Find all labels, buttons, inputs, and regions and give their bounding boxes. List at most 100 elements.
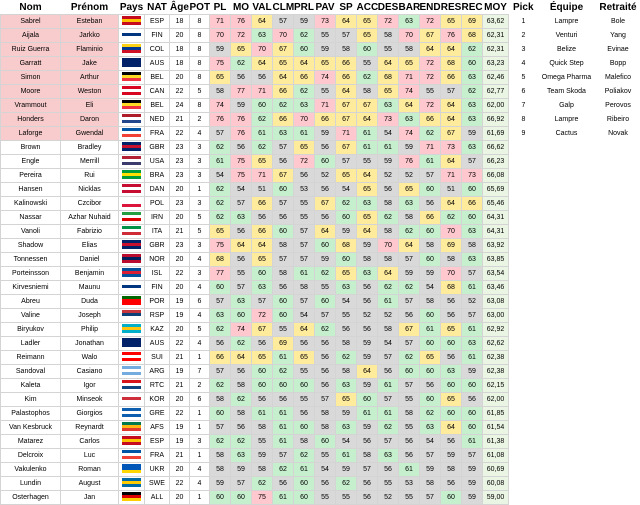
stat-acc: 62 [357, 71, 378, 85]
stat-sp: 60 [336, 253, 357, 267]
column-header[interactable]: MO [231, 0, 252, 15]
stat-des: 54 [378, 127, 399, 141]
potential-value: 4 [190, 253, 210, 267]
column-header[interactable]: Équipe [539, 0, 595, 15]
column-header[interactable]: VAL [252, 0, 273, 15]
stat-des: 56 [378, 463, 399, 477]
stat-bar: 65 [399, 57, 420, 71]
column-header[interactable]: PAV [315, 0, 336, 15]
stat-rec: 60 [462, 57, 483, 71]
stat-bar: 56 [399, 435, 420, 449]
column-header[interactable]: CLM [273, 0, 294, 15]
column-header[interactable]: MOY [483, 0, 509, 15]
age-value: 23 [170, 197, 190, 211]
flag-cell [119, 71, 145, 85]
stat-mo: 63 [231, 211, 252, 225]
column-header[interactable]: ACC [357, 0, 378, 15]
stat-pav: 56 [315, 141, 336, 155]
potential-value: 3 [190, 197, 210, 211]
column-header[interactable]: Retraité [595, 0, 640, 15]
column-header[interactable]: PL [210, 0, 231, 15]
column-header[interactable]: Pays [119, 0, 145, 15]
empty-cell [539, 253, 595, 267]
column-header[interactable]: POT [190, 0, 210, 15]
column-header[interactable]: END [420, 0, 441, 15]
stat-sp: 59 [336, 463, 357, 477]
empty-cell [539, 379, 595, 393]
stat-prl: 59 [294, 15, 315, 29]
potential-value: 5 [190, 85, 210, 99]
stat-mo: 74 [231, 323, 252, 337]
stat-clm: 58 [273, 239, 294, 253]
column-header[interactable]: Âge [170, 0, 190, 15]
age-value: 20 [170, 393, 190, 407]
flag-cell [119, 267, 145, 281]
stat-mo: 56 [231, 141, 252, 155]
stat-rec: 61 [462, 323, 483, 337]
column-header[interactable]: REC [462, 0, 483, 15]
flag-cell [119, 57, 145, 71]
stat-sp: 63 [336, 281, 357, 295]
empty-cell [509, 337, 539, 351]
stat-prl: 56 [294, 337, 315, 351]
stat-rec: 63 [462, 337, 483, 351]
column-header[interactable]: BAR [399, 0, 420, 15]
stat-rec: 63 [462, 253, 483, 267]
stat-acc: 61 [357, 407, 378, 421]
country-flag-icon [122, 380, 141, 389]
stat-sp: 58 [336, 365, 357, 379]
column-header[interactable]: PRL [294, 0, 315, 15]
potential-value: 1 [190, 183, 210, 197]
stat-des: 57 [378, 435, 399, 449]
column-header[interactable]: NAT [145, 0, 170, 15]
column-header[interactable]: SP [336, 0, 357, 15]
column-header[interactable]: DES [378, 0, 399, 15]
stat-des: 59 [378, 155, 399, 169]
player-firstname: Jake [61, 57, 119, 71]
column-header[interactable]: RES [441, 0, 462, 15]
column-header[interactable]: Nom [1, 0, 61, 15]
column-header[interactable]: Prénom [61, 0, 119, 15]
stat-des: 56 [378, 365, 399, 379]
player-firstname: Giorgios [61, 407, 119, 421]
stat-end: 54 [420, 281, 441, 295]
stat-clm: 65 [273, 57, 294, 71]
column-header[interactable]: Pick [509, 0, 539, 15]
average-value: 62,38 [483, 365, 509, 379]
